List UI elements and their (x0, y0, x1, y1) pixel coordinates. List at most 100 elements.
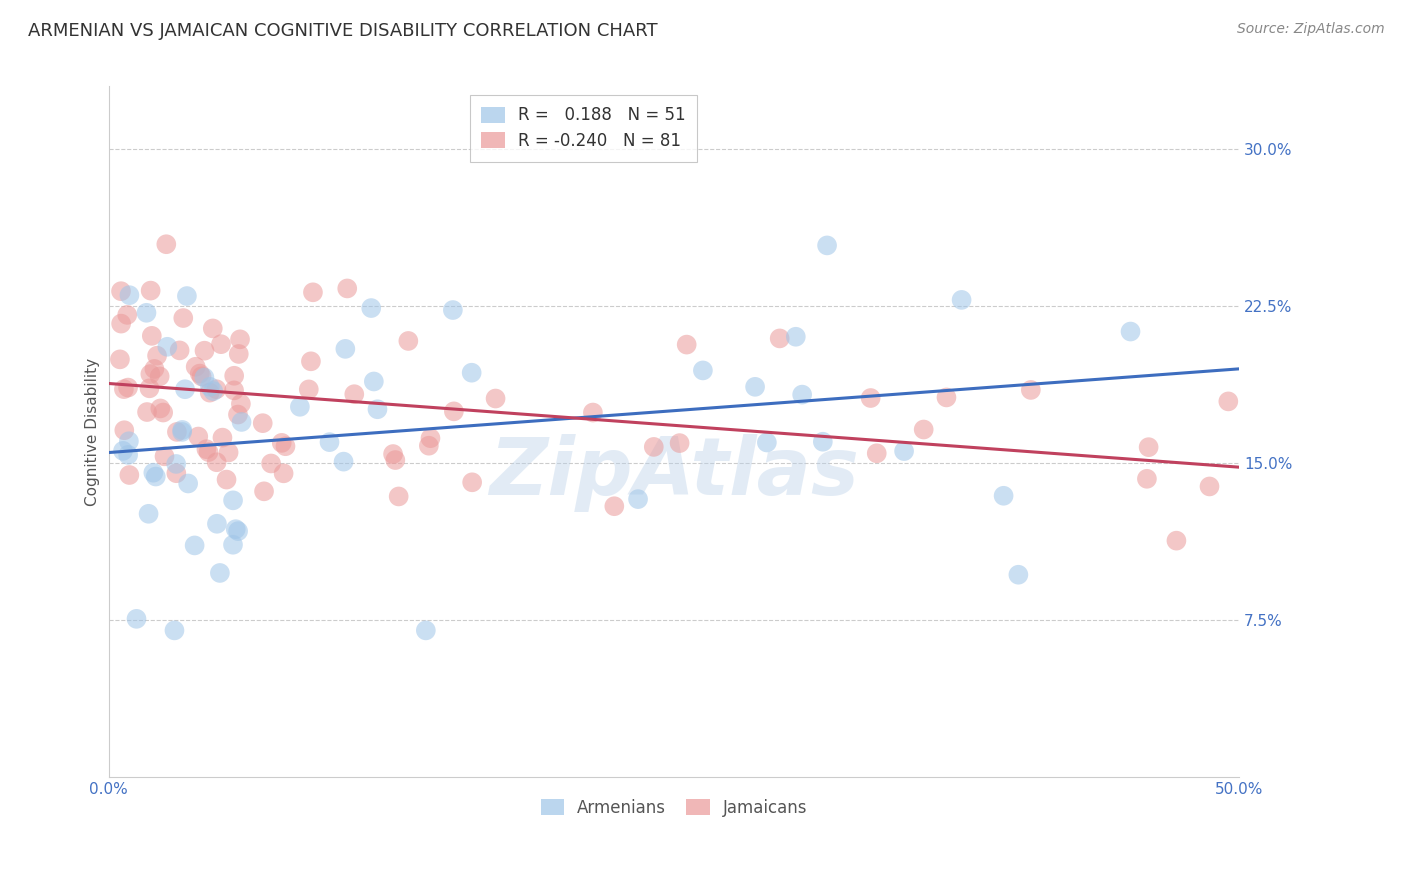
Text: ARMENIAN VS JAMAICAN COGNITIVE DISABILITY CORRELATION CHART: ARMENIAN VS JAMAICAN COGNITIVE DISABILIT… (28, 22, 658, 40)
Point (183, 538, 205, 552)
Point (110, 317, 132, 331)
Point (335, 342, 357, 356)
Point (208, 566, 231, 580)
Point (139, 367, 162, 381)
Point (202, 384, 225, 398)
Point (273, 467, 295, 481)
Point (195, 442, 218, 457)
Point (187, 429, 209, 443)
Point (108, 352, 131, 367)
Point (146, 349, 169, 363)
Point (643, 440, 665, 454)
Point (169, 343, 191, 358)
Point (288, 400, 311, 414)
Point (228, 347, 250, 361)
Point (172, 425, 194, 439)
Point (866, 446, 889, 460)
Point (143, 362, 166, 376)
Point (811, 434, 834, 449)
Point (253, 484, 276, 499)
Point (382, 447, 405, 461)
Point (603, 500, 626, 514)
Point (176, 289, 198, 303)
Point (163, 624, 186, 638)
Point (172, 423, 194, 437)
Point (193, 343, 215, 358)
Point (859, 391, 882, 405)
Point (419, 431, 441, 445)
Point (1007, 567, 1029, 582)
Text: Source: ZipAtlas.com: Source: ZipAtlas.com (1237, 22, 1385, 37)
Point (193, 370, 215, 384)
Point (1137, 440, 1160, 454)
Point (153, 450, 176, 464)
Point (225, 522, 247, 536)
Point (142, 466, 165, 480)
Point (149, 369, 172, 384)
Point (222, 493, 245, 508)
Point (156, 340, 179, 354)
Point (302, 285, 325, 300)
Point (215, 473, 238, 487)
Point (755, 435, 778, 450)
Point (211, 431, 233, 445)
Point (145, 469, 167, 483)
Point (226, 524, 249, 538)
Point (209, 337, 232, 351)
Point (188, 367, 211, 381)
Point (443, 404, 465, 418)
Point (205, 382, 228, 396)
Point (484, 392, 506, 406)
Point (112, 423, 135, 437)
Point (582, 405, 605, 419)
Point (218, 445, 240, 459)
Point (165, 467, 187, 481)
Point (993, 489, 1015, 503)
Point (141, 329, 163, 343)
Point (366, 402, 388, 417)
Point (201, 321, 224, 335)
Point (363, 375, 385, 389)
Point (115, 308, 138, 322)
Point (792, 387, 814, 401)
Text: ZipAtlas: ZipAtlas (489, 434, 859, 512)
Point (138, 381, 160, 395)
Point (174, 382, 197, 396)
Point (205, 516, 228, 531)
Point (184, 359, 207, 374)
Point (1119, 325, 1142, 339)
Point (785, 330, 807, 344)
Point (744, 380, 766, 394)
Point (336, 281, 359, 295)
Point (1198, 479, 1220, 493)
Point (165, 457, 187, 471)
Point (1136, 472, 1159, 486)
Point (110, 284, 132, 298)
Point (270, 435, 292, 450)
Point (138, 507, 160, 521)
Point (360, 301, 382, 315)
Point (136, 405, 159, 419)
Point (815, 238, 838, 252)
Point (912, 423, 935, 437)
Point (117, 380, 139, 394)
Point (343, 387, 366, 401)
Point (893, 444, 915, 458)
Point (229, 332, 252, 346)
Point (118, 434, 141, 449)
Point (460, 366, 482, 380)
Point (252, 416, 274, 430)
Legend: Armenians, Jamaicans: Armenians, Jamaicans (534, 792, 814, 824)
Point (668, 436, 690, 450)
Point (139, 284, 162, 298)
Point (125, 612, 148, 626)
Point (274, 439, 297, 453)
Point (135, 306, 157, 320)
Point (332, 455, 354, 469)
Point (118, 468, 141, 483)
Point (190, 369, 212, 384)
Point (166, 425, 188, 439)
Point (172, 311, 194, 326)
Point (318, 435, 340, 450)
Point (118, 288, 141, 302)
